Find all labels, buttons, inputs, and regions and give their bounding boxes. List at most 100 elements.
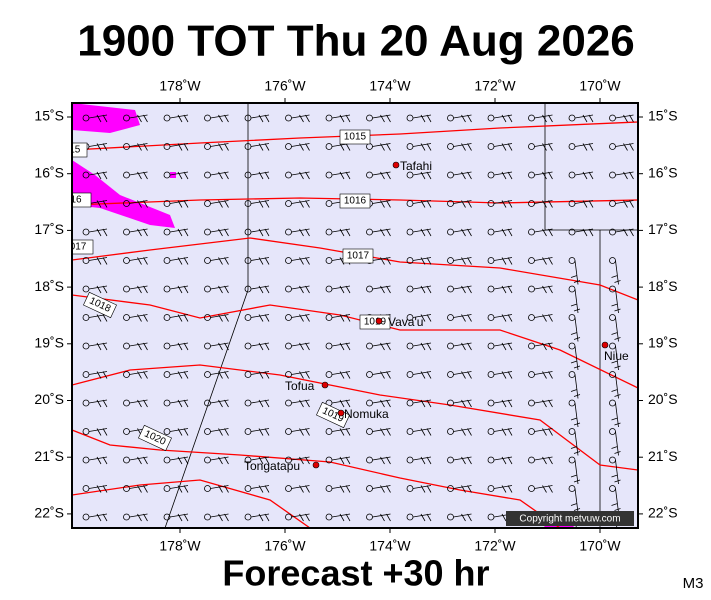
wind-barb: [250, 285, 270, 294]
wind-barb: [453, 485, 472, 493]
lat-label: 17˚S: [648, 221, 678, 237]
wind-barb: [291, 285, 310, 294]
isobar-label: 16: [70, 195, 82, 206]
wind-barb: [412, 228, 432, 237]
wind-barb: [412, 513, 432, 522]
wind-barb: [88, 513, 108, 522]
wind-barb: [453, 371, 472, 379]
wind-barb: [250, 428, 270, 436]
wind-barb: [88, 342, 108, 351]
wind-barb: [250, 200, 270, 208]
wind-barb: [493, 485, 513, 493]
lat-label: 15˚S: [648, 108, 678, 124]
wind-barb: [534, 371, 553, 379]
wind-barb: [331, 285, 351, 294]
wind-barb: [88, 257, 108, 265]
wind-barb: [412, 285, 432, 294]
wind-barb: [493, 257, 513, 265]
wind-barb: [372, 257, 391, 265]
lat-label: 16˚S: [648, 164, 678, 180]
wind-barb: [453, 143, 472, 151]
wind-barb: [129, 485, 148, 493]
wind-barb: [372, 285, 391, 294]
wind-barb: [291, 513, 310, 522]
lat-label: 22˚S: [34, 505, 64, 521]
isobar-label-box: [72, 192, 92, 208]
wind-barb: [534, 342, 553, 351]
wind-barb: [412, 200, 432, 208]
copyright-box: [506, 511, 634, 526]
wind-barb: [331, 513, 351, 522]
wind-barb: [169, 513, 189, 522]
wind-barb: [453, 257, 472, 265]
wind-barb: [412, 399, 432, 408]
wind-barb: [611, 260, 621, 285]
wind-barb: [129, 285, 148, 294]
wind-barb: [412, 342, 432, 351]
lon-label: 172˚W: [474, 78, 516, 94]
wind-barb: [291, 257, 310, 265]
place-marker: [337, 409, 345, 417]
wind-barb: [570, 345, 581, 371]
lat-label: 19˚S: [648, 335, 678, 351]
wind-barb: [210, 143, 229, 151]
wind-barb: [169, 314, 189, 322]
wind-barb: [169, 114, 189, 123]
wind-barb: [331, 456, 351, 465]
wind-barb: [493, 456, 513, 465]
wind-barb: [129, 399, 148, 408]
wind-barb: [210, 200, 229, 208]
lat-label: 19˚S: [34, 335, 64, 351]
wind-barb: [169, 143, 189, 151]
wind-barb: [493, 342, 513, 351]
wind-barb: [129, 114, 148, 123]
wind-barb: [331, 114, 351, 123]
wind-barb: [129, 314, 148, 322]
wind-barb: [291, 143, 310, 151]
wind-barb: [412, 456, 432, 465]
wind-barb: [88, 371, 108, 379]
wind-barb: [169, 228, 189, 237]
place-label: Vava'u: [388, 315, 423, 329]
wind-barb: [534, 257, 553, 265]
wind-barb: [570, 431, 581, 456]
wind-barb: [129, 456, 148, 465]
wind-barb: [453, 314, 472, 322]
wind-barb: [372, 200, 391, 208]
wind-barb: [534, 285, 553, 294]
wind-barb: [611, 488, 621, 513]
wind-barb: [210, 228, 229, 237]
wind-barb: [291, 314, 310, 322]
wind-barb: [453, 342, 472, 351]
wind-barb: [88, 456, 108, 465]
wind-barb: [372, 342, 391, 351]
wind-barb: [372, 428, 391, 436]
place-label: Nomuka: [344, 407, 389, 421]
wind-barb: [493, 143, 513, 151]
wind-barb: [169, 171, 189, 180]
wind-barb: [210, 513, 229, 522]
lat-label: 20˚S: [648, 391, 678, 407]
wind-barb: [210, 257, 229, 265]
isobar-label-box: [72, 239, 94, 255]
copyright: Copyright metvuw.com: [519, 514, 620, 525]
wind-barb: [534, 399, 553, 408]
wind-barb: [250, 143, 270, 151]
wind-barb: [331, 485, 351, 493]
wind-barb: [129, 371, 148, 379]
wind-barb: [88, 285, 108, 294]
lon-label: 176˚W: [264, 78, 306, 94]
wind-barb: [534, 143, 553, 151]
wind-barb: [611, 459, 621, 485]
wind-barb: [331, 228, 351, 237]
place-marker: [601, 341, 609, 349]
map-frame: [71, 102, 639, 529]
place-marker: [375, 317, 383, 325]
wind-barb: [129, 143, 148, 151]
lat-label: 17˚S: [34, 221, 64, 237]
wind-barb: [453, 200, 472, 208]
wind-barb: [291, 371, 310, 379]
wind-barb: [611, 345, 621, 371]
place-label: Niue: [604, 349, 629, 363]
wind-barb: [412, 371, 432, 379]
